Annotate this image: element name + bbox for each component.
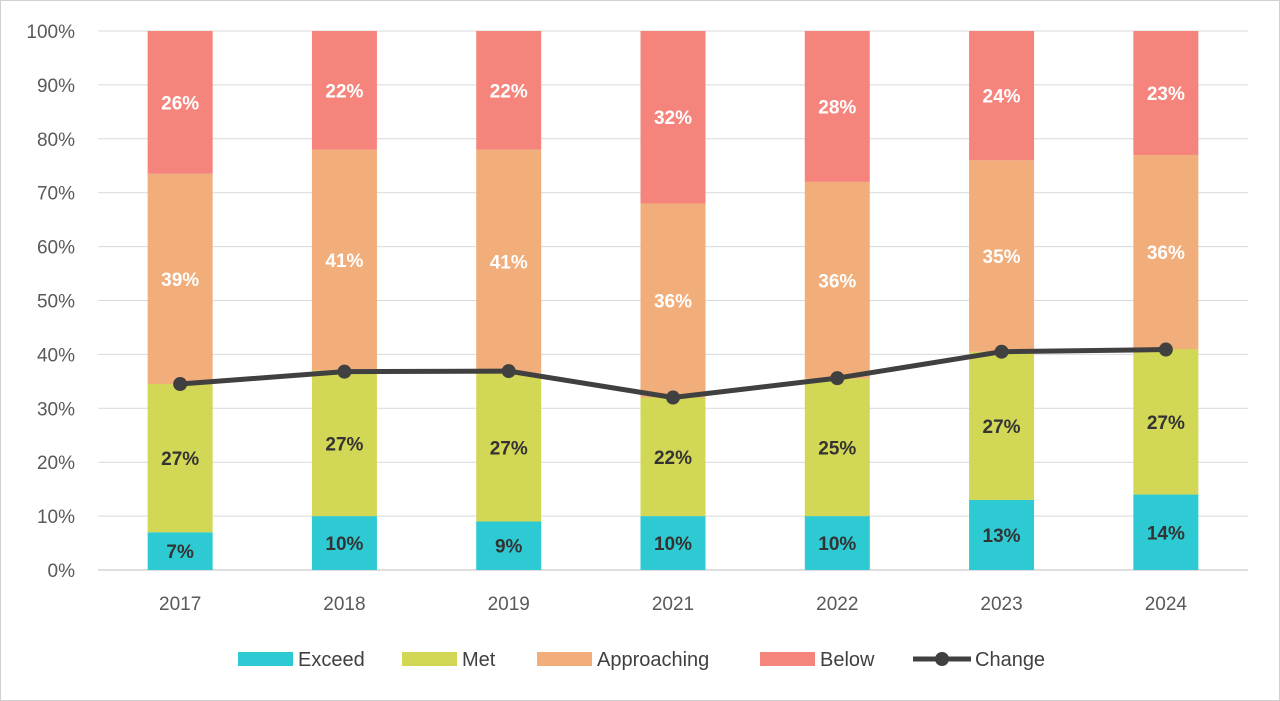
x-tick-label: 2018	[323, 594, 365, 615]
x-axis: 2017 2018 2019 2021 2022 2023 2024	[159, 594, 1187, 615]
bar-approaching	[1133, 154, 1199, 350]
data-label: 27%	[490, 438, 528, 459]
data-label: 27%	[1147, 413, 1185, 434]
data-label: 36%	[818, 271, 856, 292]
bar-below	[969, 31, 1035, 161]
data-label: 41%	[490, 252, 528, 273]
data-label: 22%	[325, 81, 363, 102]
change-line	[173, 342, 1173, 405]
data-label: 25%	[818, 438, 856, 459]
data-label: 36%	[1147, 243, 1185, 264]
data-label: 7%	[166, 542, 194, 563]
data-label: 36%	[654, 292, 692, 313]
bar-met	[640, 397, 706, 517]
data-label: 27%	[325, 434, 363, 455]
y-tick-label: 90%	[37, 76, 75, 97]
data-label: 22%	[654, 448, 692, 469]
y-tick-label: 0%	[48, 561, 76, 582]
x-tick-label: 2017	[159, 594, 201, 615]
y-tick-label: 30%	[37, 399, 75, 420]
bar-exceed	[804, 516, 870, 570]
y-tick-label: 100%	[26, 22, 75, 43]
bars	[147, 31, 1199, 570]
data-label: 28%	[818, 97, 856, 118]
bar-approaching	[640, 203, 706, 398]
change-point	[994, 344, 1009, 359]
data-label: 10%	[654, 534, 692, 555]
legend-marker-change	[935, 652, 949, 666]
y-tick-label: 40%	[37, 345, 75, 366]
legend-swatch-approaching	[537, 652, 592, 666]
change-point	[1158, 342, 1173, 357]
bar-met	[311, 370, 377, 517]
x-tick-label: 2019	[488, 594, 530, 615]
bar-approaching	[969, 160, 1035, 352]
data-label: 22%	[490, 81, 528, 102]
bar-met	[476, 373, 542, 522]
data-label: 24%	[983, 87, 1021, 108]
bar-below	[476, 31, 542, 150]
data-label: 9%	[495, 537, 523, 558]
bar-exceed	[476, 521, 542, 570]
legend-label: Change	[975, 649, 1045, 671]
data-label: 35%	[983, 247, 1021, 268]
bar-below	[804, 31, 870, 182]
legend-swatch-exceed	[238, 652, 293, 666]
data-label: 41%	[325, 251, 363, 272]
data-label: 39%	[161, 270, 199, 291]
bar-exceed	[1133, 494, 1199, 570]
bar-approaching	[147, 173, 213, 385]
y-axis: 0% 10% 20% 30% 40% 50% 60% 70% 80% 90% 100%	[26, 22, 75, 582]
y-tick-label: 70%	[37, 184, 75, 205]
data-label: 32%	[654, 108, 692, 129]
legend-label: Approaching	[597, 649, 709, 671]
change-point	[666, 390, 680, 405]
change-point	[830, 371, 845, 386]
change-point	[501, 364, 516, 379]
change-point	[337, 364, 352, 379]
bar-below	[147, 31, 213, 174]
legend-label: Below	[820, 649, 875, 671]
data-label: 23%	[1147, 84, 1185, 105]
x-tick-label: 2021	[652, 594, 694, 615]
y-tick-label: 80%	[37, 130, 75, 151]
change-point	[173, 377, 188, 392]
x-tick-label: 2024	[1145, 594, 1188, 615]
bar-exceed	[147, 532, 213, 570]
legend-swatch-below	[760, 652, 815, 666]
data-label: 27%	[983, 417, 1021, 438]
y-tick-label: 10%	[37, 507, 75, 528]
legend-label: Exceed	[298, 649, 365, 671]
bar-approaching	[311, 149, 377, 371]
legend-swatch-met	[402, 652, 457, 666]
bar-approaching	[804, 181, 870, 379]
bar-met	[1133, 349, 1199, 495]
bar-approaching	[476, 149, 542, 374]
x-tick-label: 2023	[980, 594, 1022, 615]
legend-label: Met	[462, 649, 496, 671]
legend: Exceed Met Approaching Below Change	[238, 649, 1045, 671]
y-tick-label: 50%	[37, 292, 75, 313]
data-label: 27%	[161, 449, 199, 470]
bar-below	[1133, 31, 1199, 155]
data-labels: 7% 27% 39% 26% 10% 27% 41% 22% 9% 27% 41% 22% 10% 22%…	[161, 81, 1185, 563]
bar-exceed	[969, 499, 1035, 570]
bar-met	[969, 351, 1035, 500]
bar-met	[147, 384, 213, 533]
bar-below	[640, 31, 706, 204]
data-label: 13%	[983, 526, 1021, 547]
data-label: 14%	[1147, 523, 1185, 544]
bar-below	[311, 31, 377, 150]
data-label: 10%	[325, 534, 363, 555]
y-tick-label: 60%	[37, 238, 75, 259]
x-tick-label: 2022	[816, 594, 858, 615]
y-tick-label: 20%	[37, 453, 75, 474]
data-label: 26%	[161, 93, 199, 114]
bar-exceed	[311, 516, 377, 570]
data-label: 10%	[818, 534, 856, 555]
bar-met	[804, 378, 870, 517]
bar-exceed	[640, 516, 706, 570]
